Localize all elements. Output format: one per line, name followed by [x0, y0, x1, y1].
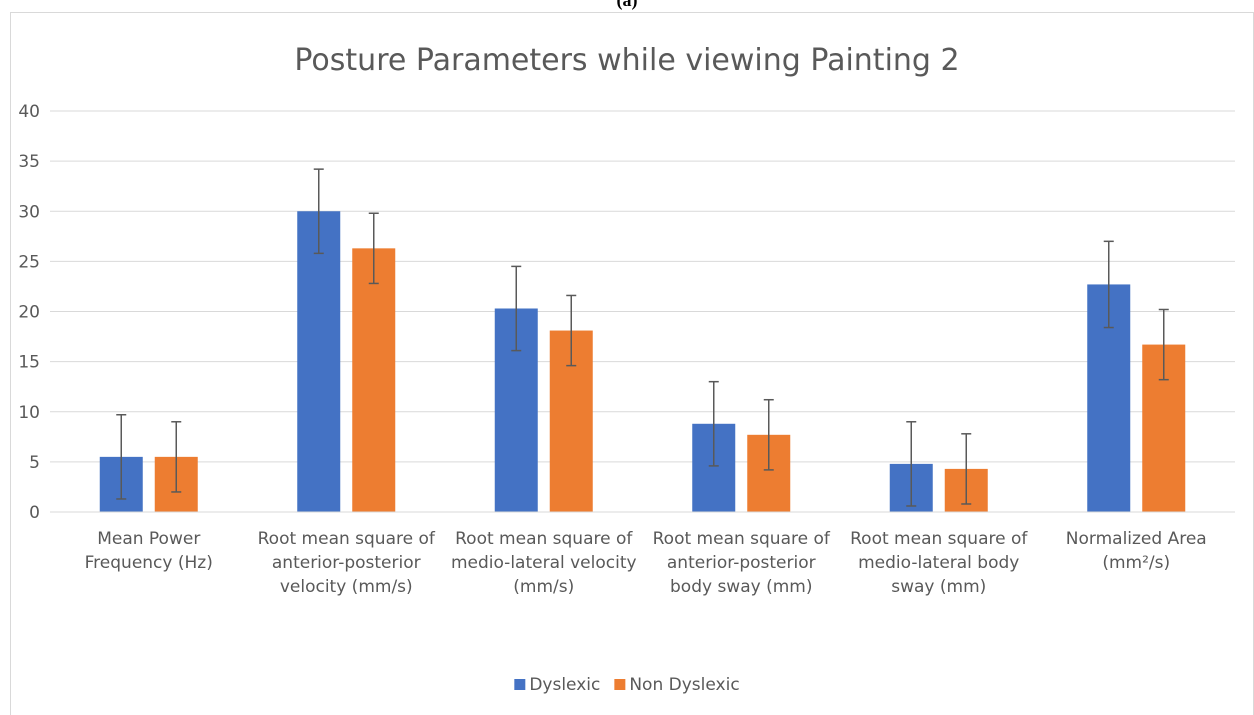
y-tick-label: 30	[18, 202, 40, 222]
x-tick-label: Root mean square of medio-lateral veloci…	[450, 529, 637, 597]
caption: (a)	[617, 0, 638, 11]
x-tick-label-box: Root mean square of anterior-posterior b…	[652, 529, 830, 597]
y-tick-label: 25	[18, 252, 40, 272]
x-tick-label-box: Normalized Area (mm²/s)	[1065, 529, 1207, 573]
x-tick-label-box: Root mean square of medio-lateral body s…	[850, 529, 1028, 597]
y-tick-label: 40	[18, 102, 40, 122]
error-bar	[763, 398, 774, 471]
x-tick-label: Root mean square of anterior-posterior b…	[652, 529, 830, 597]
chart-border	[10, 12, 1254, 715]
bar	[297, 211, 341, 512]
error-bar	[1103, 240, 1114, 329]
legend-swatch	[614, 679, 626, 690]
x-tick-label: Root mean square of anterior-posterior v…	[257, 529, 435, 597]
x-tick-label-box: Root mean square of anterior-posterior v…	[257, 529, 435, 597]
x-tick-label-box: Mean Power Frequency (Hz)	[84, 529, 213, 573]
x-tick-label: Mean Power Frequency (Hz)	[84, 529, 213, 573]
legend-item: Dyslexic	[514, 675, 600, 695]
chart-title: Posture Parameters while viewing Paintin…	[294, 43, 959, 78]
legend-item: Non Dyslexic	[614, 675, 740, 695]
y-tick-label: 10	[18, 403, 40, 423]
legend-label: Non Dyslexic	[629, 675, 739, 695]
y-tick-label: 5	[29, 453, 40, 473]
error-bar	[511, 265, 522, 352]
error-bar	[171, 421, 182, 493]
error-bar	[116, 414, 127, 500]
error-bar	[708, 380, 719, 467]
error-bar	[368, 212, 379, 285]
error-bar	[906, 421, 917, 507]
x-tick-label-box: Root mean square of medio-lateral veloci…	[450, 529, 637, 597]
error-bar	[313, 168, 324, 255]
bar	[352, 248, 396, 512]
y-tick-label: 20	[18, 303, 40, 323]
y-tick-label: 0	[29, 503, 40, 523]
x-tick-label: Normalized Area (mm²/s)	[1065, 529, 1207, 573]
error-bar	[566, 294, 577, 367]
error-bar	[1158, 308, 1169, 381]
x-tick-label: Root mean square of medio-lateral body s…	[850, 529, 1028, 597]
legend-label: Dyslexic	[529, 675, 600, 695]
y-tick-label: 15	[18, 353, 40, 373]
y-tick-label: 35	[18, 152, 40, 172]
legend-swatch	[514, 679, 526, 690]
error-bar	[961, 433, 972, 505]
